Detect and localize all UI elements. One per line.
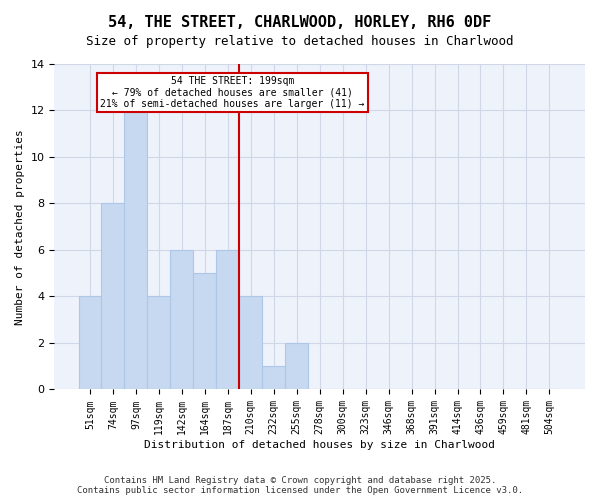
Text: Size of property relative to detached houses in Charlwood: Size of property relative to detached ho…	[86, 35, 514, 48]
Bar	[101, 204, 124, 390]
Text: Contains HM Land Registry data © Crown copyright and database right 2025.
Contai: Contains HM Land Registry data © Crown c…	[77, 476, 523, 495]
Bar	[193, 273, 217, 390]
Bar	[170, 250, 193, 390]
Text: 54, THE STREET, CHARLWOOD, HORLEY, RH6 0DF: 54, THE STREET, CHARLWOOD, HORLEY, RH6 0…	[109, 15, 491, 30]
Y-axis label: Number of detached properties: Number of detached properties	[15, 129, 25, 324]
Bar	[262, 366, 285, 390]
Bar	[217, 250, 239, 390]
Text: 54 THE STREET: 199sqm
← 79% of detached houses are smaller (41)
21% of semi-deta: 54 THE STREET: 199sqm ← 79% of detached …	[100, 76, 365, 109]
Bar	[285, 343, 308, 390]
Bar	[148, 296, 170, 390]
Bar	[79, 296, 101, 390]
X-axis label: Distribution of detached houses by size in Charlwood: Distribution of detached houses by size …	[144, 440, 495, 450]
Bar	[124, 110, 148, 390]
Bar	[239, 296, 262, 390]
